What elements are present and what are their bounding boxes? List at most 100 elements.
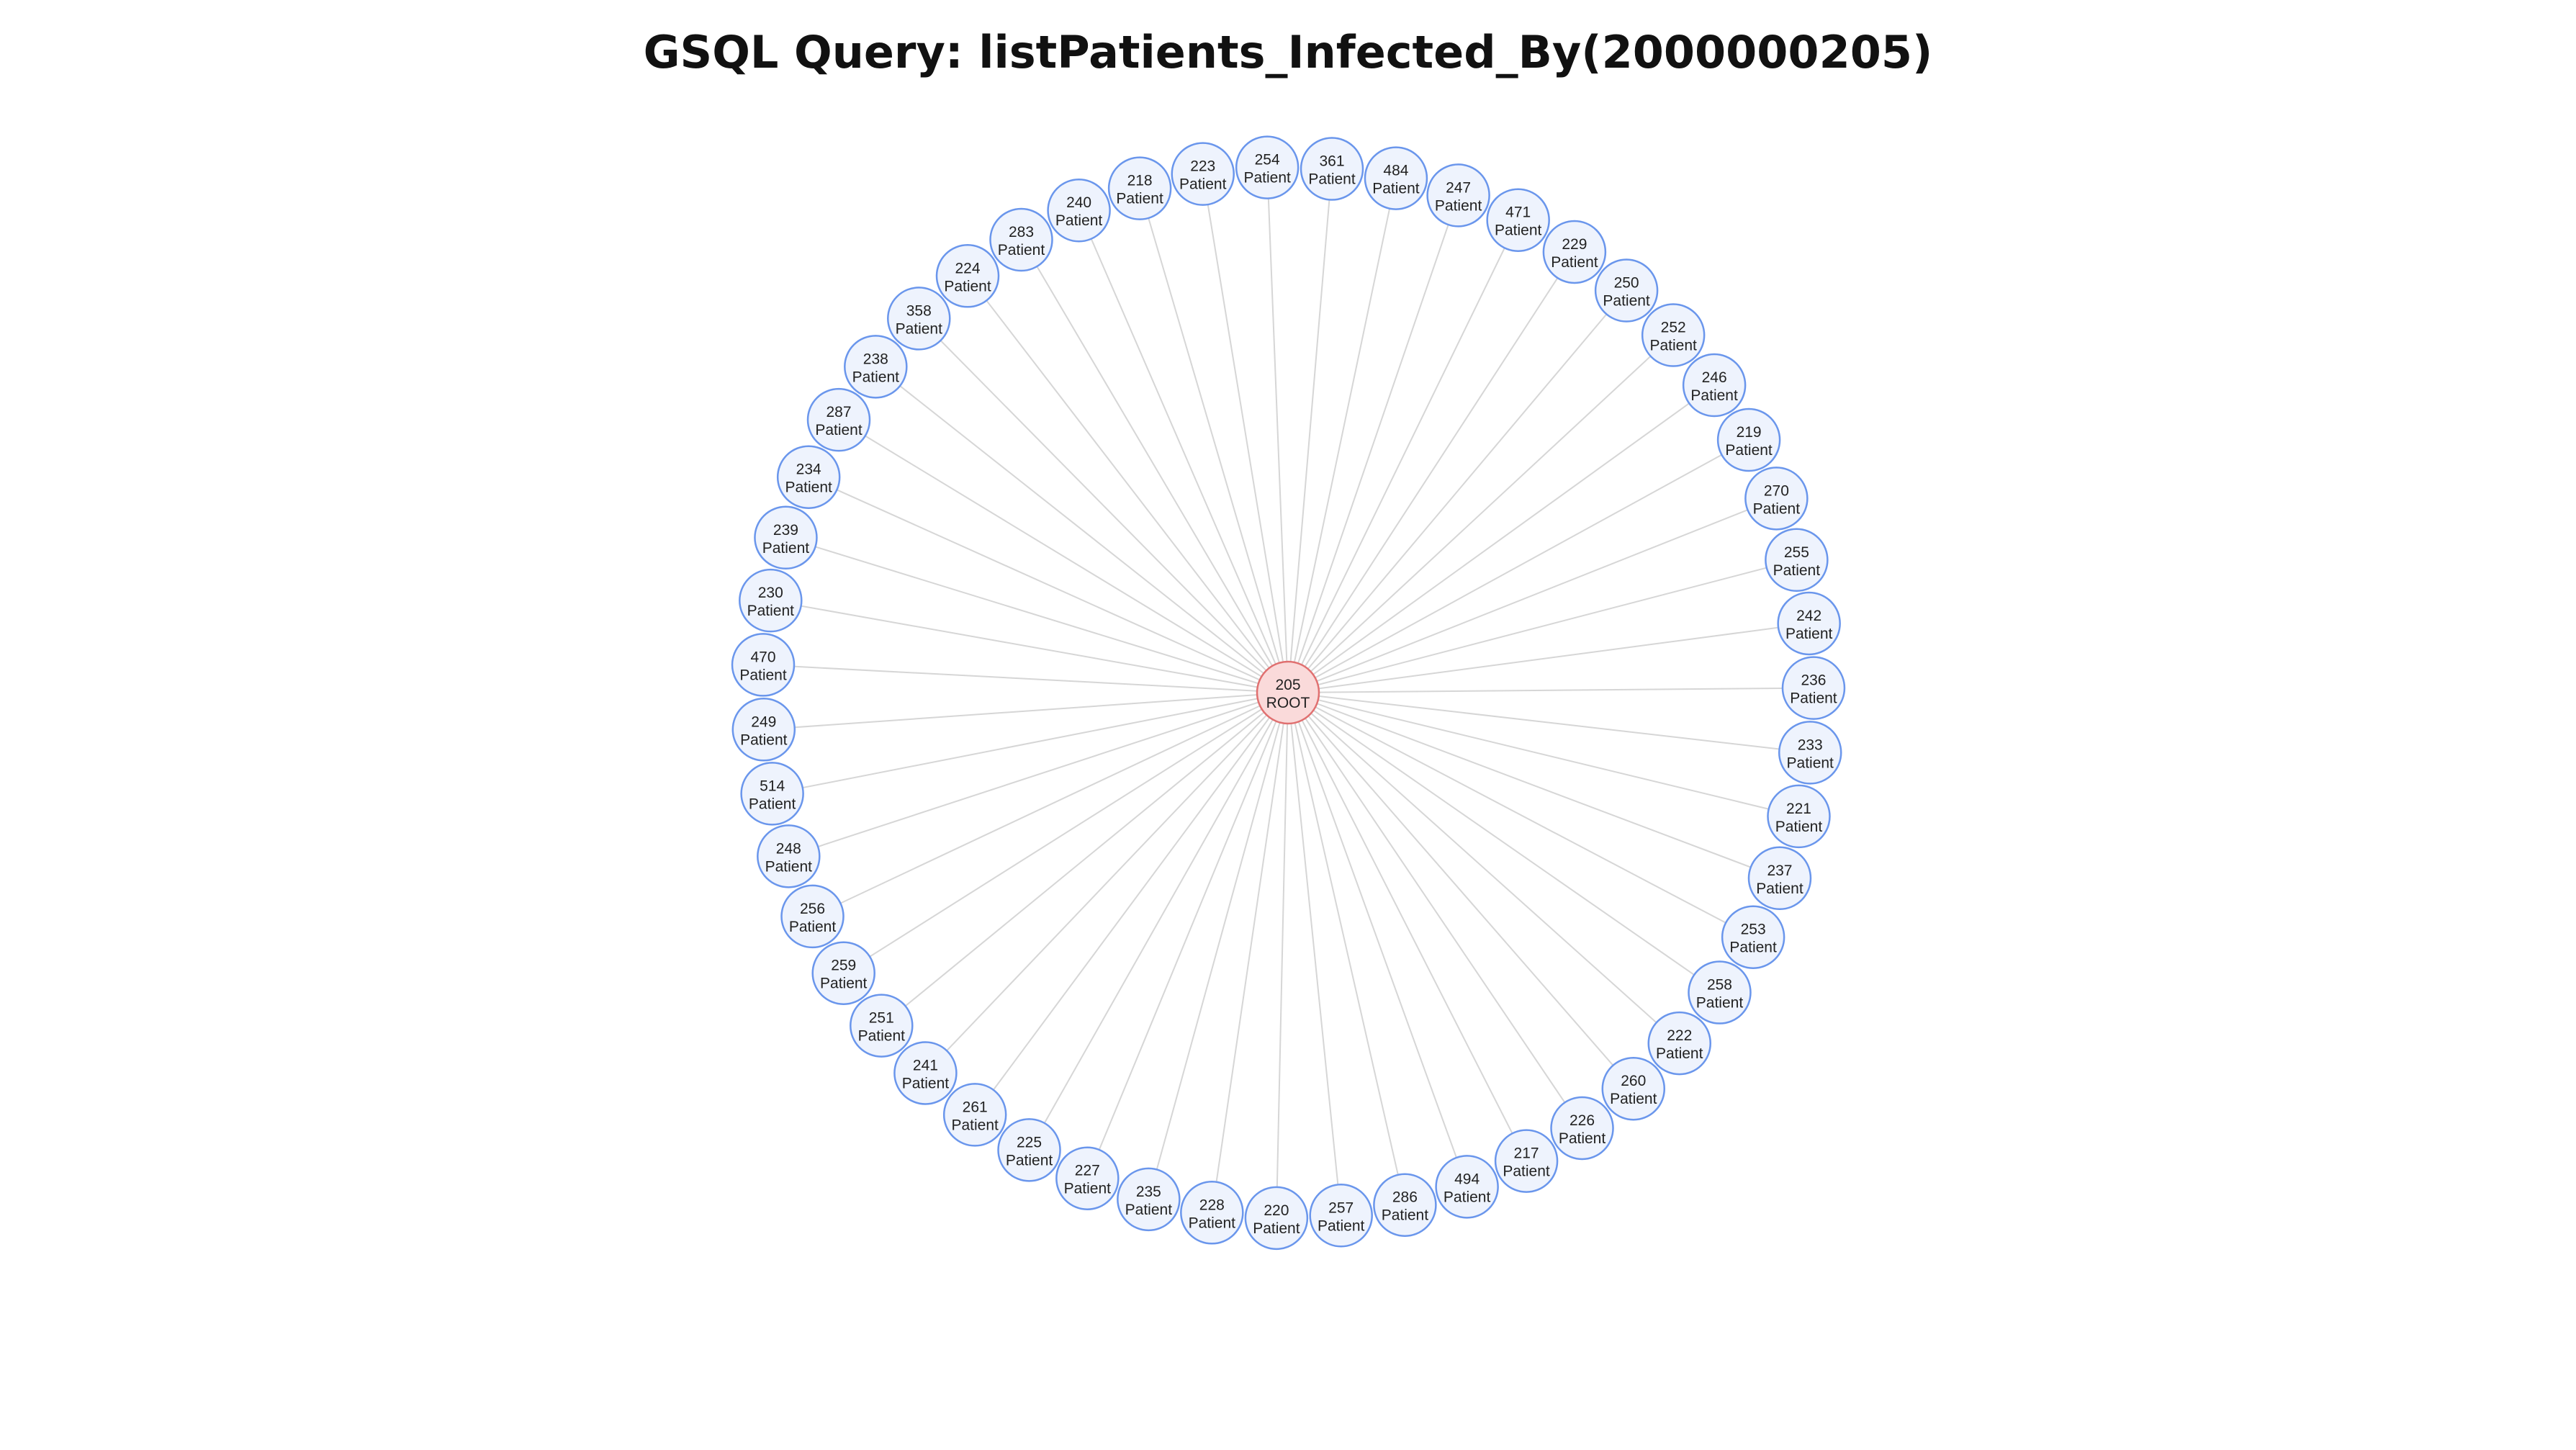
node-circle: [1171, 142, 1235, 206]
node-circle: [1426, 163, 1490, 228]
patient-node-233[interactable]: 233 Patient: [1778, 721, 1842, 785]
patient-node-259[interactable]: 259 Patient: [811, 941, 875, 1005]
node-circle: [1594, 258, 1659, 323]
node-type-label: Patient: [740, 731, 788, 748]
edge-205-219: [1287, 439, 1749, 693]
patient-node-237[interactable]: 237 Patient: [1747, 846, 1812, 911]
node-id: 219: [1737, 424, 1762, 441]
node-type-label: Patient: [858, 1028, 906, 1045]
node-id: 242: [1796, 608, 1821, 624]
node-type-label: Patient: [944, 278, 991, 294]
patient-node-514[interactable]: 514 Patient: [740, 762, 804, 826]
node-circle: [997, 1118, 1061, 1182]
node-circle: [1767, 784, 1831, 849]
patient-node-238[interactable]: 238 Patient: [844, 335, 908, 399]
patient-node-484[interactable]: 484 Patient: [1364, 146, 1428, 210]
node-type-label: Patient: [820, 976, 868, 992]
node-id: 238: [863, 351, 888, 367]
node-type-label: Patient: [1318, 1217, 1365, 1234]
node-type-label: Patient: [1435, 197, 1482, 214]
patient-node-494[interactable]: 494 Patient: [1435, 1155, 1499, 1219]
root-node[interactable]: 205 ROOT: [1256, 660, 1320, 725]
edge-205-249: [763, 692, 1289, 731]
patient-node-256[interactable]: 256 Patient: [780, 884, 845, 949]
node-id: 270: [1764, 482, 1789, 499]
patient-node-470[interactable]: 470 Patient: [731, 633, 796, 697]
node-type-label: Patient: [1690, 387, 1738, 404]
patient-node-283[interactable]: 283 Patient: [989, 207, 1053, 272]
patient-node-242[interactable]: 242 Patient: [1777, 591, 1841, 656]
node-type-label: Patient: [1125, 1202, 1173, 1218]
node-circle: [1744, 467, 1809, 531]
edge-205-224: [967, 275, 1289, 693]
node-id: 228: [1199, 1197, 1225, 1213]
node-id: 241: [913, 1057, 938, 1073]
patient-node-287[interactable]: 287 Patient: [806, 387, 871, 452]
patient-node-241[interactable]: 241 Patient: [893, 1041, 958, 1105]
patient-node-228[interactable]: 228 Patient: [1180, 1181, 1244, 1245]
patient-node-218[interactable]: 218 Patient: [1107, 156, 1172, 220]
patient-node-260[interactable]: 260 Patient: [1601, 1056, 1666, 1121]
node-id: 225: [1017, 1134, 1042, 1150]
node-id: 471: [1505, 204, 1531, 221]
patient-node-225[interactable]: 225 Patient: [997, 1118, 1061, 1182]
node-type-label: Patient: [1729, 940, 1777, 956]
node-circle: [754, 505, 818, 570]
patient-node-254[interactable]: 254 Patient: [1235, 135, 1300, 199]
node-id: 236: [1801, 672, 1826, 689]
node-type-label: Patient: [1116, 191, 1163, 207]
patient-node-227[interactable]: 227 Patient: [1055, 1146, 1120, 1210]
node-circle: [935, 244, 1000, 308]
node-type-label: Patient: [1189, 1215, 1236, 1231]
edge-205-235: [1148, 692, 1289, 1200]
node-circle: [1777, 591, 1841, 656]
patient-node-224[interactable]: 224 Patient: [935, 244, 1000, 308]
edge-205-252: [1287, 334, 1674, 693]
patient-node-221[interactable]: 221 Patient: [1767, 784, 1831, 849]
node-type-label: Patient: [762, 540, 810, 557]
node-type-label: Patient: [1372, 181, 1420, 197]
edge-205-217: [1287, 692, 1527, 1162]
node-id: 227: [1075, 1163, 1100, 1179]
node-circle: [1778, 721, 1842, 785]
node-circle: [1244, 1186, 1309, 1251]
edge-205-255: [1287, 559, 1797, 693]
node-type-label: Patient: [1603, 293, 1650, 310]
patient-node-253[interactable]: 253 Patient: [1721, 905, 1785, 969]
node-type-label: Patient: [1064, 1181, 1112, 1197]
patient-node-261[interactable]: 261 Patient: [942, 1083, 1007, 1147]
patient-node-230[interactable]: 230 Patient: [739, 568, 803, 633]
node-type-label: Patient: [1444, 1189, 1491, 1205]
patient-node-235[interactable]: 235 Patient: [1117, 1167, 1181, 1232]
patient-node-252[interactable]: 252 Patient: [1641, 303, 1706, 367]
node-id: 256: [800, 901, 825, 917]
node-type-label: Patient: [1559, 1130, 1606, 1147]
edge-205-238: [875, 366, 1289, 693]
